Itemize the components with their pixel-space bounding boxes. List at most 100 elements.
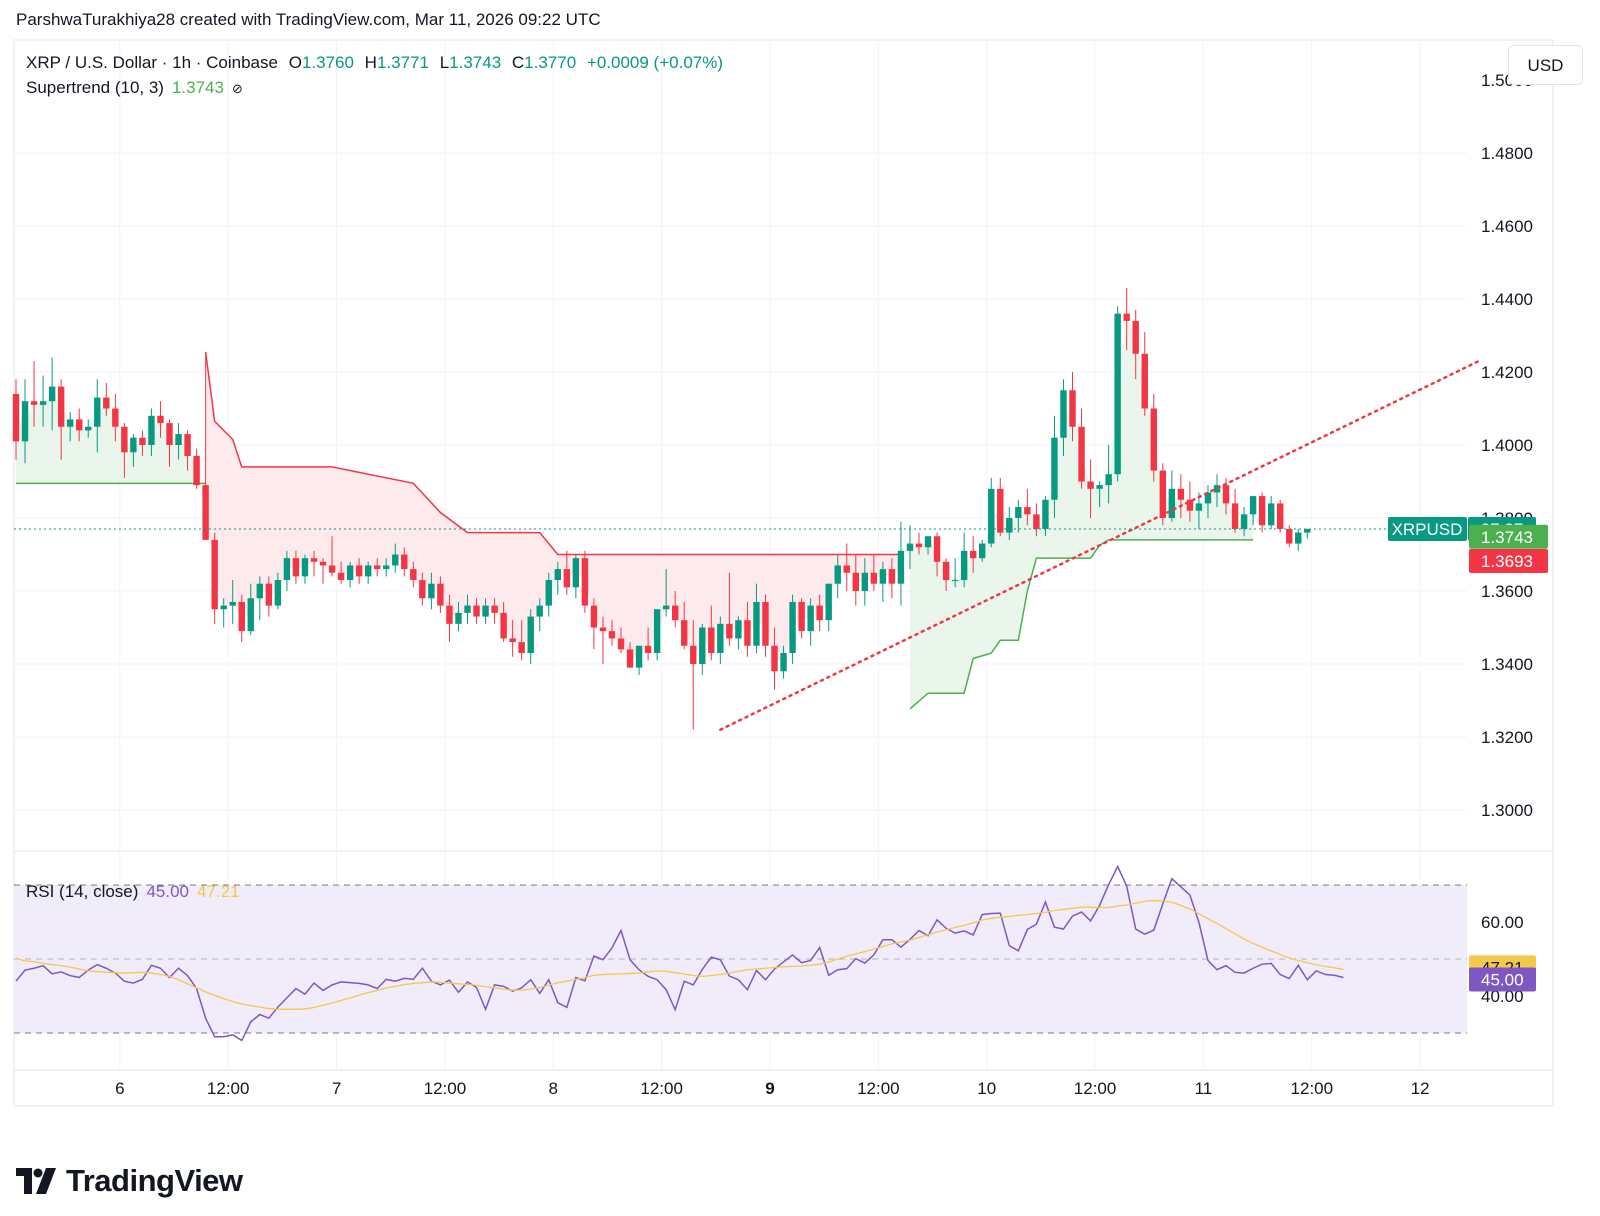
currency-button[interactable]: USD [1508, 45, 1583, 85]
open-value: 1.3760 [301, 53, 354, 72]
candle-body [879, 569, 887, 584]
candle-body [599, 627, 607, 632]
candle-body [1096, 485, 1103, 489]
chart-attribution: ParshwaTurakhiya28 created with TradingV… [16, 10, 601, 29]
candle-body [1006, 518, 1013, 533]
candle-body [671, 605, 679, 621]
price-tick-label: 1.4200 [1481, 363, 1533, 382]
candle-body [401, 554, 408, 570]
candle-body [960, 550, 968, 581]
supertrend-value: 1.3743 [171, 78, 224, 97]
close-label: C [511, 53, 525, 72]
candle-body [21, 401, 29, 442]
candle-body [933, 536, 941, 562]
candle-body [328, 565, 336, 573]
candle-body [536, 605, 543, 617]
candle-body [735, 620, 742, 639]
candle-body [708, 627, 715, 654]
supertrend-fill-up [16, 393, 206, 513]
time-tick-label: 12:00 [207, 1079, 250, 1098]
candle-body [897, 550, 905, 584]
symbol-title[interactable]: XRP / U.S. Dollar · 1h · Coinbase [26, 53, 278, 72]
tradingview-logo-icon [16, 1168, 56, 1194]
candle-body [229, 601, 236, 606]
rsi-legend: RSI (14, close) 45.00 47.21 [26, 882, 240, 902]
candle-body [1195, 503, 1203, 511]
candle-body [193, 455, 200, 486]
candle-body [753, 601, 760, 646]
high-value: 1.3771 [376, 53, 429, 72]
price-tick-label: 1.3600 [1481, 582, 1533, 601]
candle-body [726, 623, 733, 639]
candle-body [834, 565, 841, 584]
candle-body [392, 554, 399, 566]
candle-body [1033, 514, 1040, 529]
candle-body [608, 631, 616, 639]
open-label: O [288, 53, 302, 72]
candle-body [1141, 353, 1148, 409]
supertrend-label[interactable]: Supertrend (10, 3) [26, 78, 164, 97]
candle-body [1150, 408, 1157, 471]
candle-body [85, 426, 92, 431]
tradingview-logo[interactable]: TradingView [16, 1163, 243, 1199]
candle-body [247, 598, 254, 632]
candle-body [482, 605, 489, 617]
rsi-tick-label: 40.00 [1481, 987, 1524, 1006]
candle-body [446, 605, 453, 624]
high-label: H [364, 53, 377, 72]
time-tick-label: 12:00 [1291, 1079, 1334, 1098]
candle-body [310, 558, 318, 562]
low-label: L [439, 53, 450, 72]
candle-body [644, 645, 652, 654]
candle-body [1231, 503, 1239, 529]
candle-body [66, 419, 74, 427]
candle-body [1114, 313, 1121, 475]
candle-body [39, 401, 47, 405]
eye-hidden-icon[interactable]: ⊘ [231, 81, 243, 96]
candle-body [364, 565, 372, 577]
symbol-tag-label: XRPUSD [1392, 520, 1463, 539]
candle-body [238, 601, 245, 632]
price-tick-label: 1.3400 [1481, 655, 1533, 674]
candle-body [211, 539, 218, 610]
low-value: 1.3743 [449, 53, 502, 72]
candle-body [1295, 532, 1302, 544]
price-tick-label: 1.4400 [1481, 290, 1533, 309]
candle-body [762, 601, 769, 646]
supertrend-fill-down [205, 351, 901, 663]
rsi-line [15, 864, 1344, 1042]
candle-body [1258, 496, 1266, 526]
candle-body [346, 565, 354, 581]
rsi-label[interactable]: RSI (14, close) [26, 882, 139, 901]
candle-body [843, 565, 850, 573]
candle-body [148, 415, 155, 445]
candle-body [1249, 496, 1257, 515]
candle-body [1204, 492, 1212, 504]
candle-body [581, 558, 589, 606]
time-tick-label: 7 [332, 1079, 341, 1098]
candle-body [139, 437, 146, 445]
rsi-tick-label: 60.00 [1481, 913, 1524, 932]
candle-body [915, 543, 923, 548]
candle-body [103, 397, 110, 409]
time-tick-label: 12:00 [1074, 1079, 1117, 1098]
close-value: 1.3770 [524, 53, 577, 72]
candle-body [924, 536, 932, 548]
candle-body [419, 580, 426, 599]
candle-body [464, 605, 471, 613]
rsi-value-tag-label: 45.00 [1481, 971, 1524, 990]
candle-body [699, 627, 706, 664]
candle-body [383, 565, 390, 570]
candle-body [825, 583, 832, 621]
candle-body [906, 543, 914, 551]
time-tick-label: 9 [765, 1079, 774, 1098]
trendline[interactable] [719, 359, 1481, 731]
candle-body [283, 558, 291, 581]
candle-body [518, 642, 525, 654]
candle-body [473, 605, 480, 617]
candle-body [1168, 488, 1176, 518]
candle-body [265, 583, 273, 606]
candle-body [527, 616, 534, 654]
candle-body [437, 583, 444, 606]
